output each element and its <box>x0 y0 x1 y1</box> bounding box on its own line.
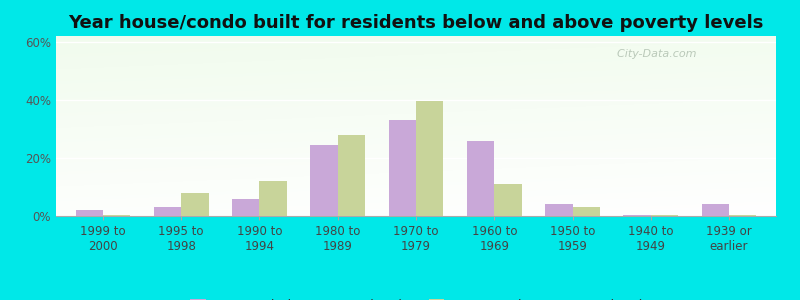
Title: Year house/condo built for residents below and above poverty levels: Year house/condo built for residents bel… <box>68 14 764 32</box>
Legend: Owners below poverty level, Owners above poverty level: Owners below poverty level, Owners above… <box>185 294 647 300</box>
Bar <box>154 207 182 216</box>
Bar <box>310 145 338 216</box>
Bar <box>182 193 209 216</box>
Bar <box>702 204 729 216</box>
Bar <box>650 215 678 216</box>
Bar <box>103 215 130 216</box>
Bar <box>494 184 522 216</box>
Bar <box>75 210 103 216</box>
Bar <box>467 140 494 216</box>
Bar <box>623 215 650 216</box>
Bar <box>232 199 259 216</box>
Text: City-Data.com: City-Data.com <box>610 49 697 58</box>
Bar <box>389 120 416 216</box>
Bar <box>416 101 443 216</box>
Bar <box>259 181 287 216</box>
Bar <box>545 204 573 216</box>
Bar <box>338 135 365 216</box>
Bar <box>729 215 757 216</box>
Bar <box>573 207 600 216</box>
